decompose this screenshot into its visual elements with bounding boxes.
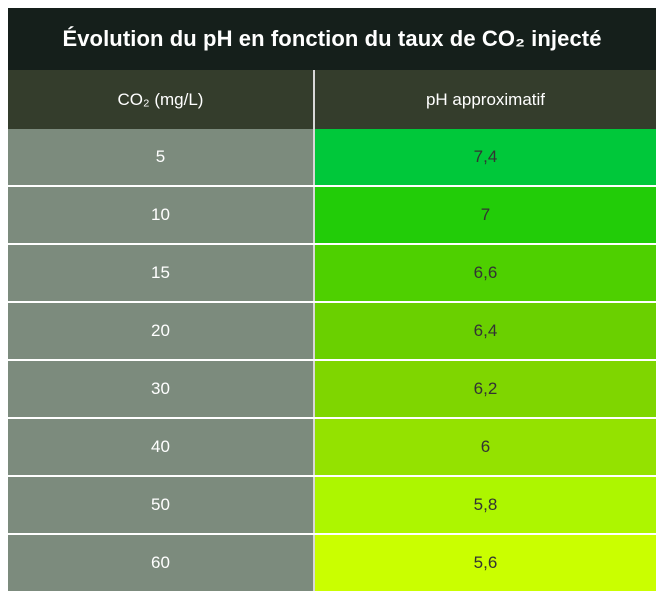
ph-co2-table: Évolution du pH en fonction du taux de C… bbox=[8, 8, 656, 591]
table-title: Évolution du pH en fonction du taux de C… bbox=[8, 8, 656, 70]
cell-ph: 7 bbox=[315, 187, 656, 243]
cell-ph: 7,4 bbox=[315, 129, 656, 185]
cell-co2: 30 bbox=[8, 361, 315, 417]
cell-co2: 60 bbox=[8, 535, 315, 591]
table-row: 15 6,6 bbox=[8, 245, 656, 301]
table-row: 60 5,6 bbox=[8, 535, 656, 591]
header-co2: CO₂ (mg/L) bbox=[8, 70, 315, 129]
cell-ph: 6 bbox=[315, 419, 656, 475]
table-row: 40 6 bbox=[8, 419, 656, 475]
table-header-row: CO₂ (mg/L) pH approximatif bbox=[8, 70, 656, 129]
header-ph: pH approximatif bbox=[315, 70, 656, 129]
table-row: 10 7 bbox=[8, 187, 656, 243]
cell-co2: 20 bbox=[8, 303, 315, 359]
table-row: 20 6,4 bbox=[8, 303, 656, 359]
cell-co2: 5 bbox=[8, 129, 315, 185]
cell-co2: 40 bbox=[8, 419, 315, 475]
cell-ph: 6,6 bbox=[315, 245, 656, 301]
cell-ph: 6,4 bbox=[315, 303, 656, 359]
cell-ph: 5,8 bbox=[315, 477, 656, 533]
cell-ph: 6,2 bbox=[315, 361, 656, 417]
cell-co2: 10 bbox=[8, 187, 315, 243]
table-row: 5 7,4 bbox=[8, 129, 656, 185]
cell-ph: 5,6 bbox=[315, 535, 656, 591]
table-row: 50 5,8 bbox=[8, 477, 656, 533]
cell-co2: 15 bbox=[8, 245, 315, 301]
table-body: 5 7,4 10 7 15 6,6 20 6,4 30 6,2 40 6 50 … bbox=[8, 129, 656, 591]
table-row: 30 6,2 bbox=[8, 361, 656, 417]
cell-co2: 50 bbox=[8, 477, 315, 533]
